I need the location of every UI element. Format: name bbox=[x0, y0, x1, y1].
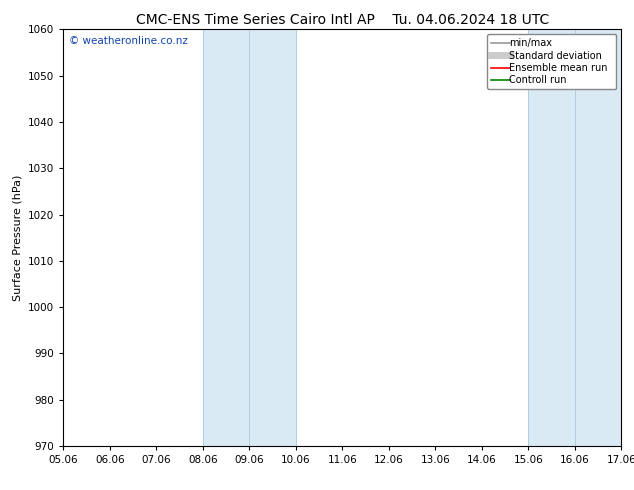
Bar bbox=[528, 29, 575, 446]
Bar bbox=[249, 29, 296, 446]
Title: CMC-ENS Time Series Cairo Intl AP    Tu. 04.06.2024 18 UTC: CMC-ENS Time Series Cairo Intl AP Tu. 04… bbox=[136, 13, 549, 27]
Legend: min/max, Standard deviation, Ensemble mean run, Controll run: min/max, Standard deviation, Ensemble me… bbox=[487, 34, 616, 89]
Y-axis label: Surface Pressure (hPa): Surface Pressure (hPa) bbox=[13, 174, 23, 301]
Bar bbox=[203, 29, 249, 446]
Text: © weatheronline.co.nz: © weatheronline.co.nz bbox=[69, 36, 188, 46]
Bar bbox=[575, 29, 621, 446]
